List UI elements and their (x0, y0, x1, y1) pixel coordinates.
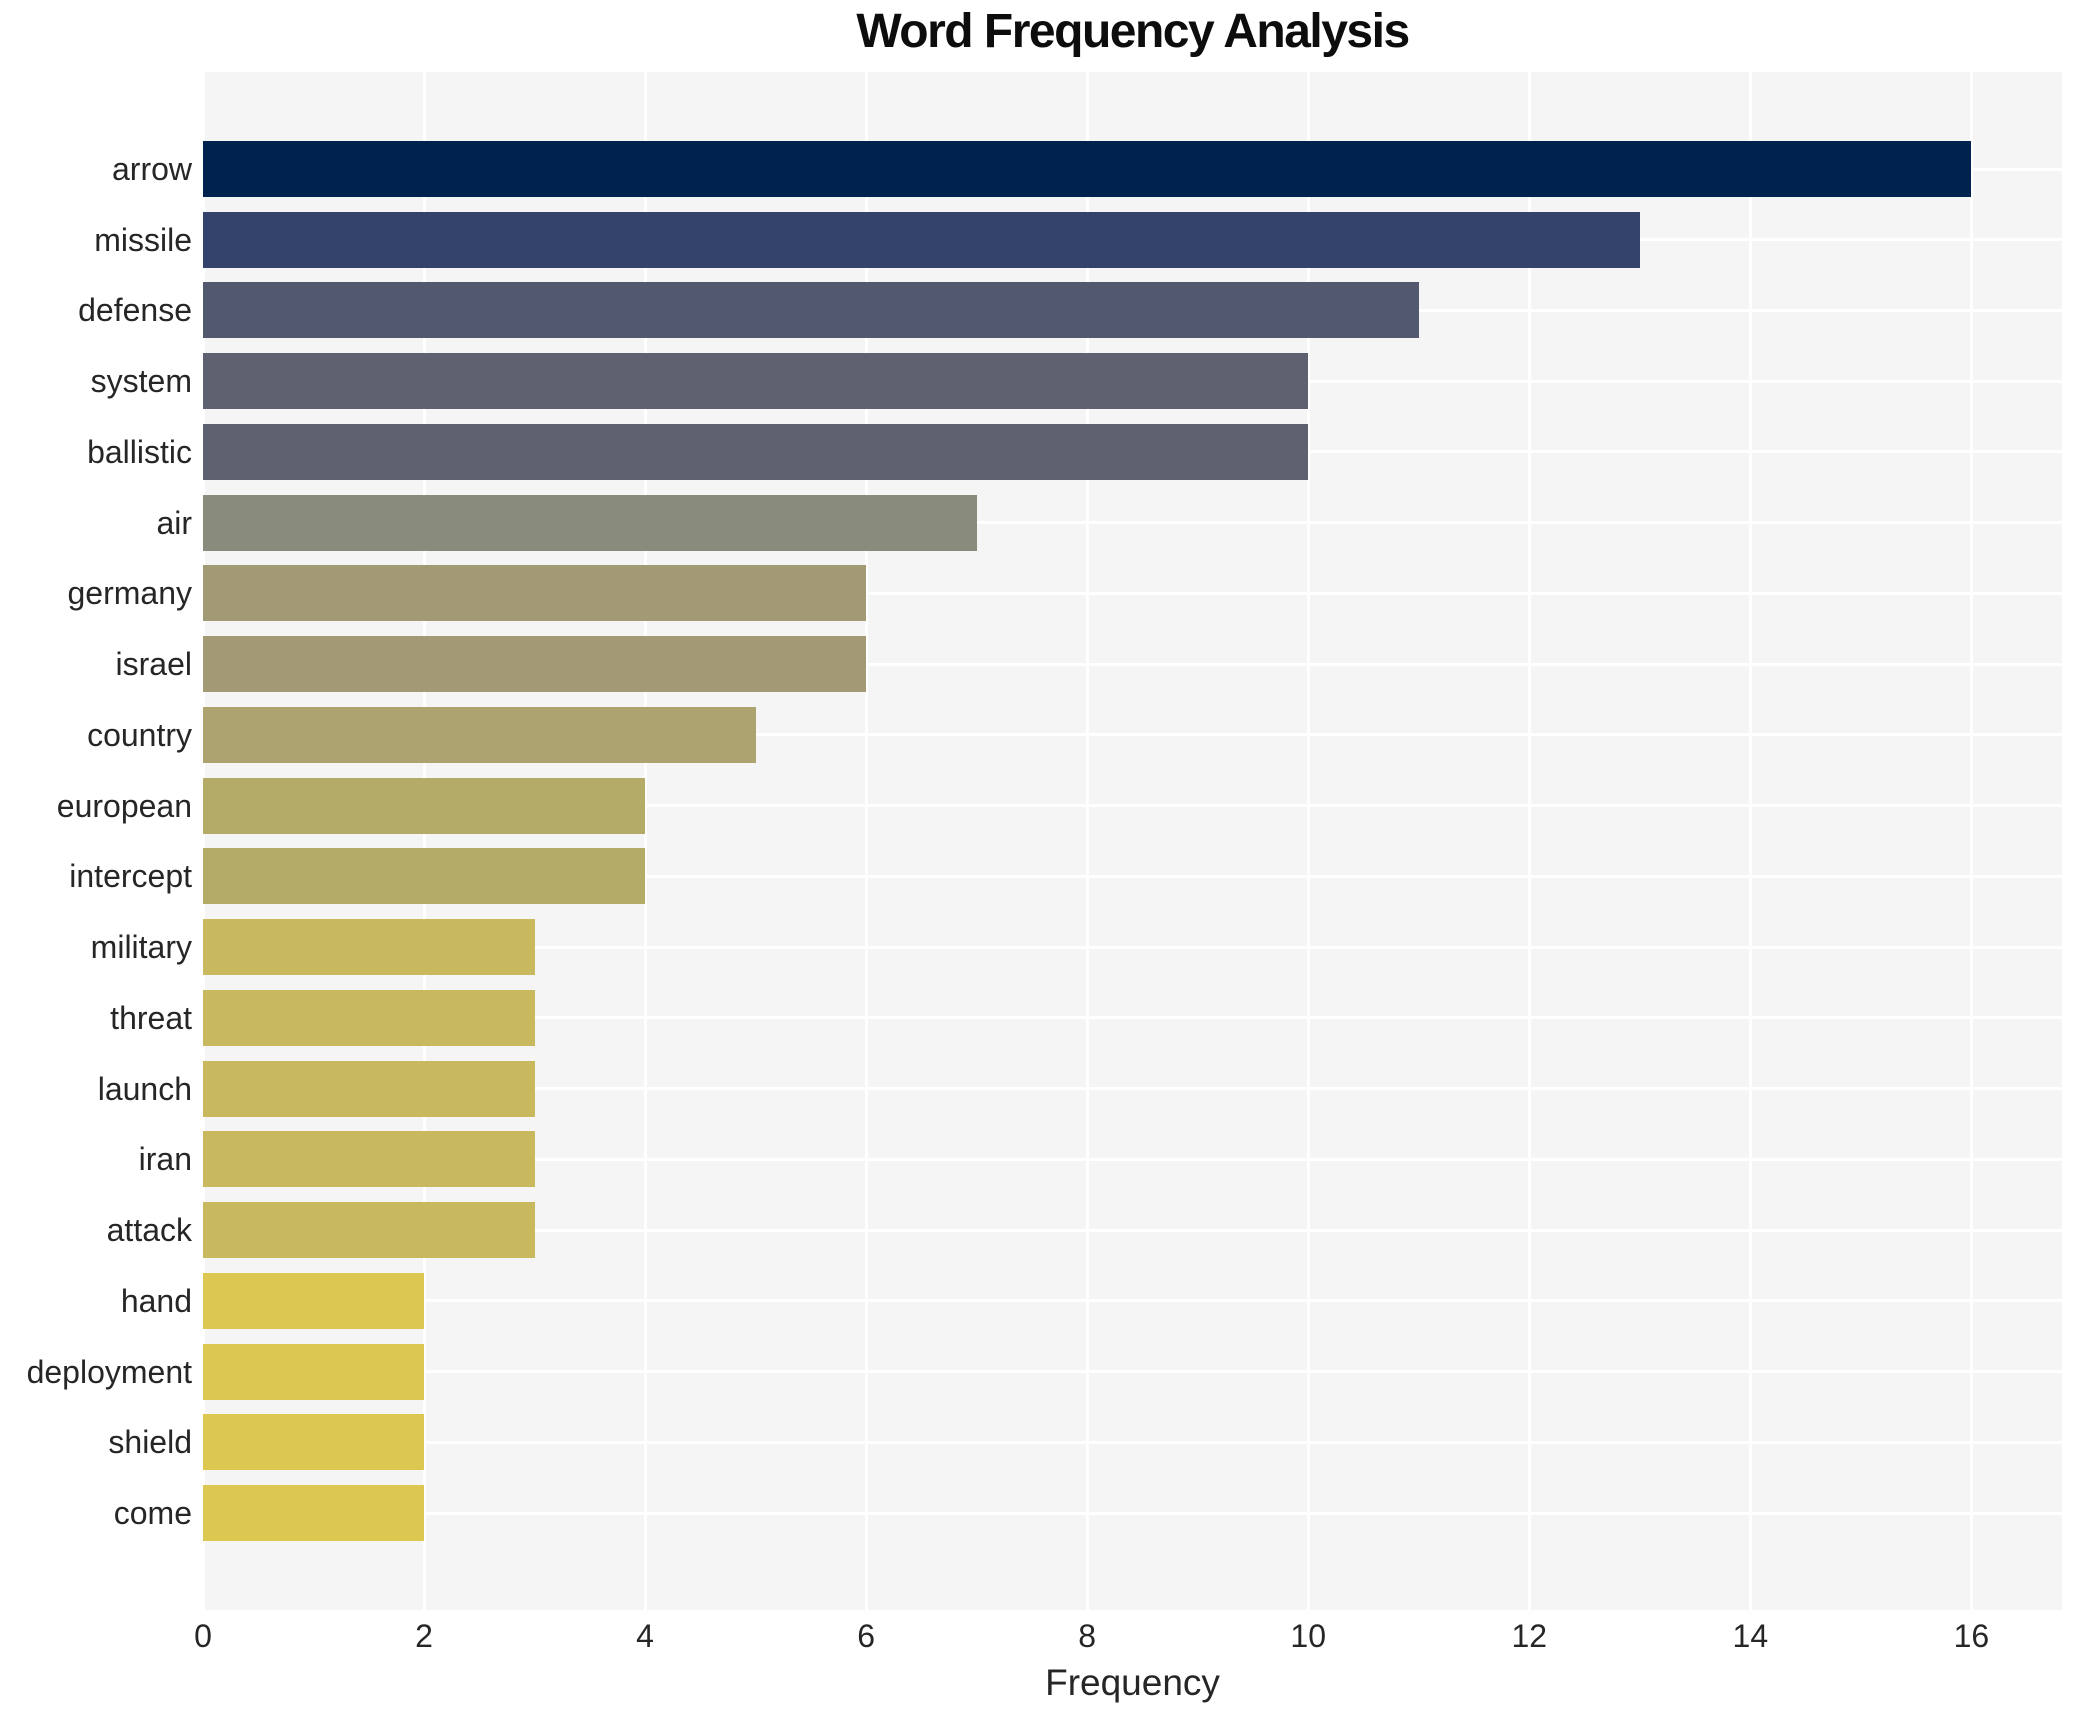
x-axis-tick-label-6: 6 (857, 1618, 876, 1654)
bar-system (203, 353, 1309, 410)
x-gridline (1748, 72, 1752, 1610)
y-gridline (203, 804, 2062, 808)
bar-deployment (203, 1343, 425, 1400)
y-axis-label-come: come (113, 1495, 192, 1531)
bar-intercept (203, 848, 646, 905)
y-axis-label-threat: threat (110, 999, 192, 1036)
bar-threat (203, 989, 535, 1046)
bar-missile (203, 211, 1640, 268)
x-gridline (864, 72, 868, 1610)
y-gridline (203, 1157, 2062, 1161)
x-axis-tick-label-8: 8 (1078, 1618, 1097, 1654)
y-axis-label-country: country (87, 716, 192, 753)
y-axis-label-hand: hand (120, 1282, 192, 1319)
bar-country (203, 706, 756, 763)
bar-hand (203, 1272, 425, 1329)
bar-air (203, 494, 977, 551)
y-axis-label-israel: israel (115, 646, 192, 683)
y-gridline (203, 733, 2062, 737)
bar-arrow (203, 141, 1972, 197)
y-gridline (203, 1228, 2062, 1232)
y-gridline (203, 521, 2062, 525)
x-gridline (1527, 72, 1531, 1610)
y-axis-label-system: system (90, 363, 192, 400)
bar-germany (203, 565, 867, 622)
plot-area (203, 72, 2062, 1610)
bar-launch (203, 1060, 535, 1117)
chart-title: Word Frequency Analysis (856, 5, 1410, 58)
y-axis-label-european: european (56, 787, 192, 824)
y-gridline (203, 1087, 2062, 1091)
y-axis-label-germany: germany (67, 575, 193, 612)
y-gridline (203, 1370, 2062, 1374)
x-axis-tick-label-16: 16 (1953, 1618, 1990, 1654)
y-axis-label-arrow: arrow (111, 151, 192, 187)
bar-european (203, 777, 646, 834)
bar-military (203, 919, 535, 976)
y-axis-label-deployment: deployment (26, 1353, 192, 1390)
y-axis-label-intercept: intercept (69, 858, 192, 895)
y-gridline (203, 591, 2062, 595)
y-gridline (203, 1016, 2062, 1020)
y-axis-label-launch: launch (97, 1070, 192, 1107)
bar-ballistic (203, 423, 1309, 480)
x-axis-tick-label-4: 4 (636, 1618, 654, 1654)
x-gridline (422, 72, 426, 1610)
x-axis-tick-label-12: 12 (1511, 1618, 1548, 1654)
x-axis-tick-label-2: 2 (415, 1618, 433, 1654)
y-gridline (203, 874, 2062, 878)
y-axis-label-defense: defense (78, 292, 192, 329)
y-axis-label-attack: attack (106, 1212, 192, 1249)
x-gridline (1085, 72, 1089, 1610)
x-gridline (1969, 72, 1973, 1610)
x-axis-title: Frequency (1045, 1662, 1220, 1703)
y-axis-label-missile: missile (94, 221, 192, 258)
x-axis-tick-label-14: 14 (1732, 1618, 1769, 1654)
y-axis-label-iran: iran (138, 1141, 192, 1178)
bar-israel (203, 636, 867, 693)
y-axis-label-military: military (90, 929, 192, 966)
y-gridline (203, 1299, 2062, 1303)
x-axis-ticks: 0 2 4 6 8 10 12 14 16 (194, 1616, 2062, 1656)
y-gridline (203, 1511, 2062, 1515)
x-gridline (203, 72, 205, 1610)
y-axis-label-air: air (156, 504, 192, 541)
y-gridline (203, 945, 2062, 949)
bar-iran (203, 1131, 535, 1188)
bar-defense (203, 282, 1419, 339)
bar-attack (203, 1202, 535, 1259)
y-axis-label-shield: shield (108, 1424, 192, 1461)
y-axis-label-ballistic: ballistic (87, 433, 192, 470)
y-axis-labels: arrow missile defense system ballistic air ger… (0, 72, 192, 1610)
bar-shield (203, 1414, 425, 1471)
x-gridline (1306, 72, 1310, 1610)
x-axis-tick-label-10: 10 (1290, 1618, 1327, 1654)
bar-come (203, 1485, 425, 1541)
y-gridline (203, 1440, 2062, 1444)
x-axis-tick-label-0: 0 (194, 1618, 212, 1654)
x-gridline (643, 72, 647, 1610)
y-gridline (203, 662, 2062, 666)
